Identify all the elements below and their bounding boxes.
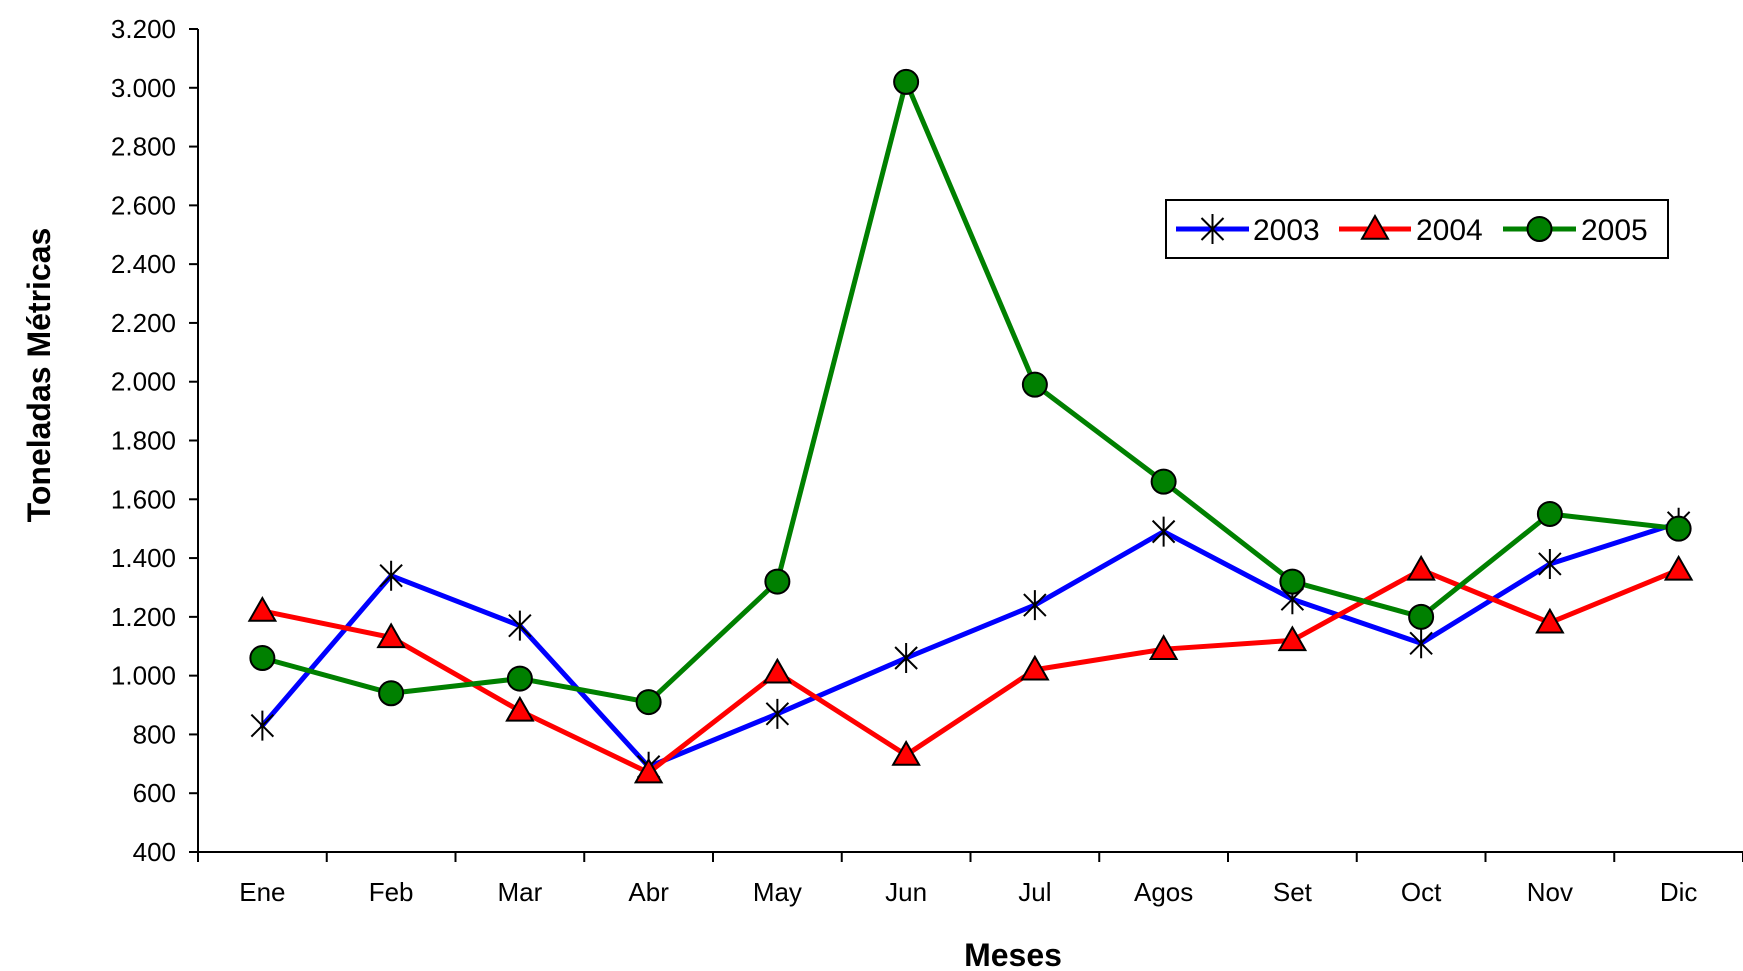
data-point-2003-Jun <box>894 643 918 674</box>
x-tick-label: Set <box>1273 877 1313 907</box>
data-point-2003-Ene <box>250 710 275 741</box>
series-2005 <box>249 68 1692 716</box>
legend-label-2004: 2004 <box>1416 214 1483 247</box>
y-tick-label: 2.400 <box>111 249 176 279</box>
data-point-2003-Nov <box>1538 548 1562 579</box>
data-point-2003-Oct <box>1409 628 1433 659</box>
data-point-2004-Set <box>1277 625 1308 652</box>
data-point-2004-Abr <box>633 757 664 784</box>
y-tick-label: 3.200 <box>111 14 176 44</box>
legend-marker-2004 <box>1360 213 1390 240</box>
data-point-2005-Oct <box>1408 603 1435 630</box>
x-tick-label: Ene <box>239 877 285 907</box>
x-tick-label: Mar <box>497 877 542 907</box>
legend-entry-2004: 2004 <box>1339 213 1483 247</box>
y-tick-label: 2.600 <box>111 190 176 220</box>
series-2003 <box>250 507 1691 782</box>
chart-axes <box>197 29 1743 853</box>
data-point-2005-Set <box>1279 568 1306 595</box>
y-tick-label: 400 <box>133 837 176 867</box>
y-tick-label: 3.000 <box>111 73 176 103</box>
x-tick-label: Oct <box>1401 877 1442 907</box>
series-line-2003 <box>259 520 1682 770</box>
x-tick-label: Agos <box>1134 877 1193 907</box>
data-point-2004-May <box>762 657 793 684</box>
data-point-2005-Nov <box>1536 500 1563 527</box>
data-point-2003-May <box>765 698 790 729</box>
series-line-2005 <box>259 79 1682 705</box>
data-point-2004-Mar <box>505 695 535 722</box>
legend-label-2005: 2005 <box>1581 214 1648 247</box>
y-tick-label: 1.200 <box>111 602 176 632</box>
data-point-2003-Agos <box>1151 516 1176 547</box>
x-tick-label: May <box>753 877 802 907</box>
y-tick-label: 1.600 <box>111 484 176 514</box>
data-point-2003-Jul <box>1023 590 1047 621</box>
x-axis-ticks: Ene Feb Mar Abr May Jun Jul Agos Set Oct Nov Dic <box>197 852 1743 907</box>
data-point-2004-Agos <box>1148 634 1179 660</box>
x-tick-label: Dic <box>1660 877 1698 907</box>
series-line-2004 <box>259 567 1682 776</box>
data-point-2004-Dic <box>1663 554 1694 581</box>
data-point-2005-Jul <box>1021 371 1048 398</box>
y-tick-label: 2.200 <box>111 308 176 338</box>
y-tick-label: 1.800 <box>111 426 176 456</box>
data-point-2003-Mar <box>508 610 532 641</box>
y-tick-label: 2.000 <box>111 367 176 397</box>
y-axis-ticks: 400 600 800 1.000 1.200 1.400 1.600 1.800 2.000 2… <box>111 14 198 867</box>
series-2004 <box>247 554 1694 784</box>
y-tick-label: 800 <box>133 719 176 749</box>
legend-box <box>1165 199 1669 259</box>
data-point-2005-Agos <box>1150 468 1177 495</box>
data-point-2004-Ene <box>247 595 278 622</box>
y-tick-label: 2.800 <box>111 132 176 162</box>
x-tick-label: Jul <box>1018 877 1051 907</box>
data-point-2004-Oct <box>1406 554 1436 581</box>
x-tick-label: Nov <box>1527 877 1573 907</box>
x-tick-label: Feb <box>369 877 414 907</box>
legend-label-2003: 2003 <box>1253 214 1320 247</box>
data-point-2004-Jun <box>891 739 921 766</box>
legend-entry-2005: 2005 <box>1503 214 1648 247</box>
y-tick-label: 1.000 <box>111 661 176 691</box>
data-point-2004-Jul <box>1020 654 1050 681</box>
data-point-2004-Feb <box>376 622 406 649</box>
x-axis-title: Meses <box>964 937 1062 971</box>
data-point-2005-Jun <box>893 68 920 95</box>
data-point-2005-Dic <box>1665 515 1692 542</box>
legend-entry-2003: 2003 <box>1176 214 1320 247</box>
chart-legend: 2003 2004 2005 <box>1165 199 1669 259</box>
data-point-2005-May <box>764 568 791 595</box>
data-point-2003-Feb <box>379 560 403 591</box>
legend-marker-2005 <box>1526 216 1553 242</box>
data-point-2005-Abr <box>635 689 662 716</box>
data-point-2004-Nov <box>1535 607 1565 634</box>
data-point-2005-Ene <box>249 645 276 672</box>
y-axis-title: Toneladas Métricas <box>21 228 57 523</box>
y-tick-label: 1.400 <box>111 543 176 573</box>
data-point-2005-Mar <box>506 665 533 692</box>
y-tick-label: 600 <box>133 778 176 808</box>
data-point-2005-Feb <box>378 680 405 707</box>
x-tick-label: Abr <box>628 877 669 907</box>
x-tick-label: Jun <box>885 877 927 907</box>
chart-series <box>247 68 1694 784</box>
legend-marker-2003 <box>1200 214 1225 244</box>
